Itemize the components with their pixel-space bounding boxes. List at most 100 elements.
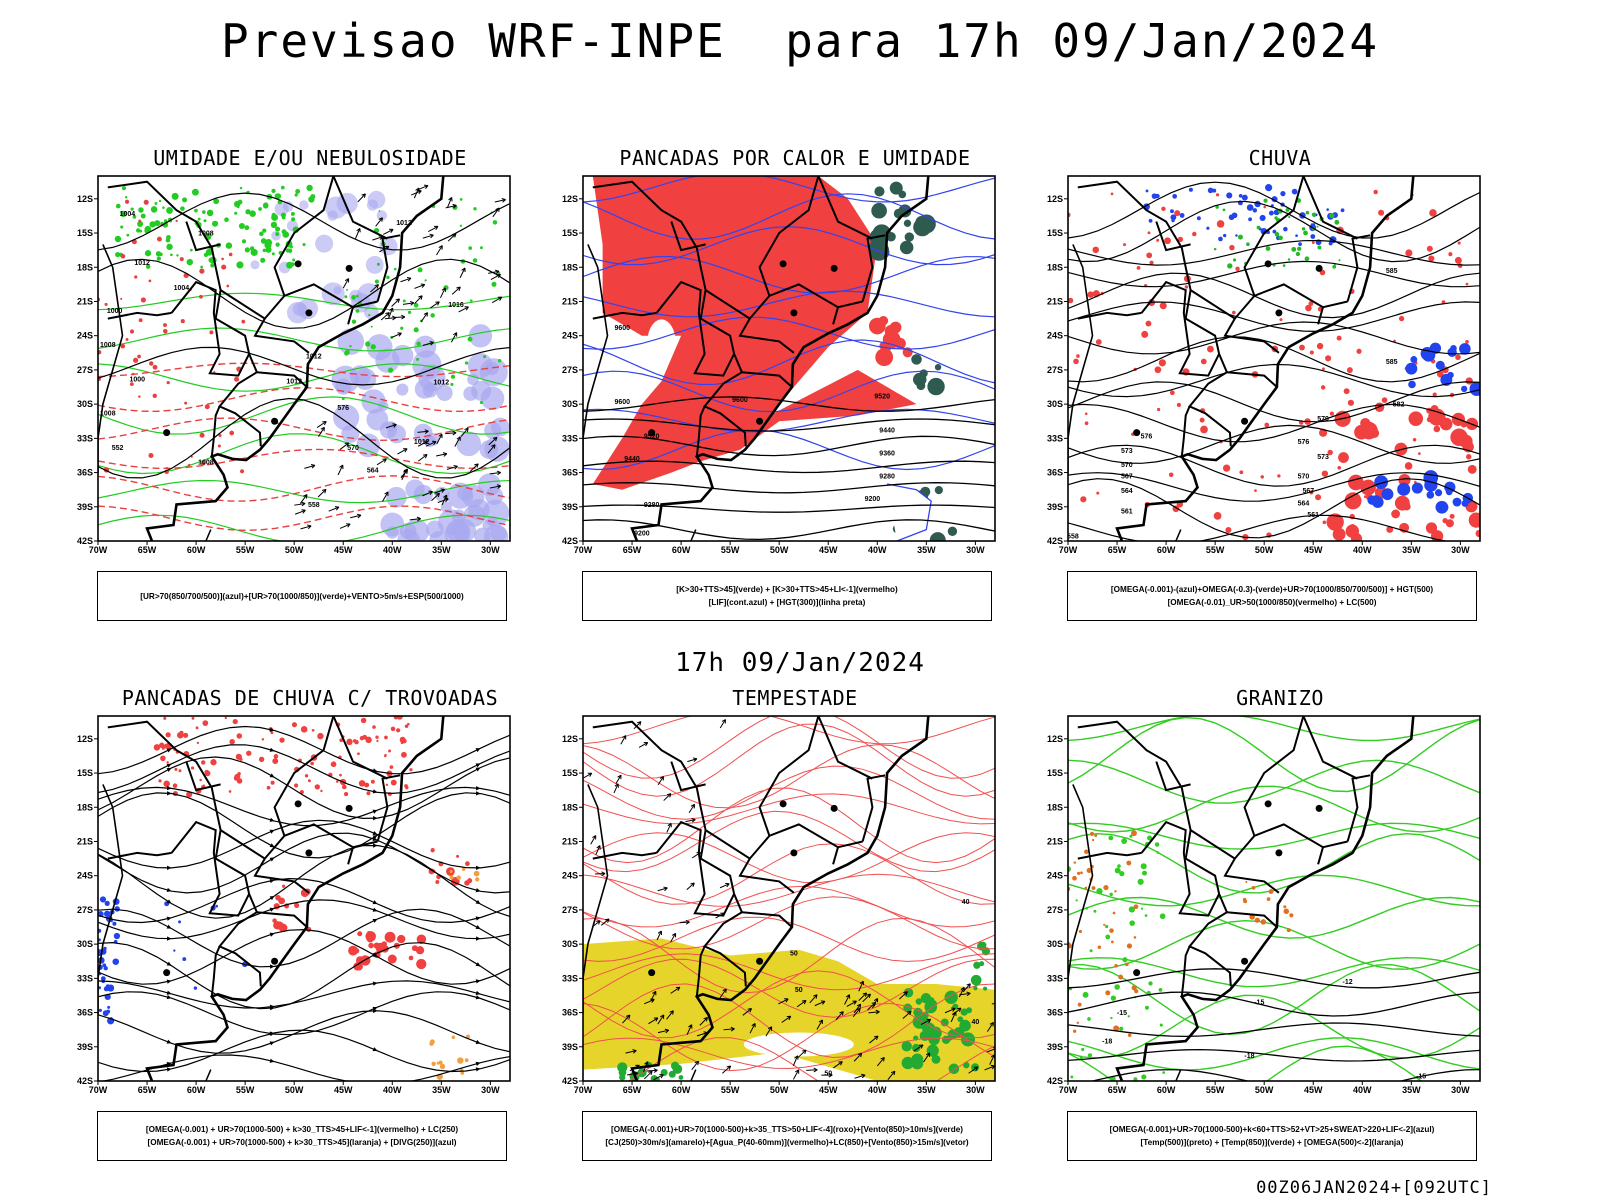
y-tick-label: 21S <box>562 836 578 846</box>
contour-label: 570 <box>1298 473 1310 480</box>
contour-label: 579 <box>1317 416 1329 423</box>
y-tick-label: 42S <box>562 536 578 546</box>
x-tick-label: 65W <box>1108 1085 1127 1095</box>
y-tick-label: 36S <box>1047 468 1063 478</box>
y-tick-label: 12S <box>562 734 578 744</box>
x-tick-label: 45W <box>334 545 353 555</box>
contour-label: 1012 <box>306 354 322 361</box>
contour-label: 567 <box>1121 473 1133 480</box>
x-tick-label: 65W <box>623 545 642 555</box>
y-tick-label: 18S <box>77 262 93 272</box>
y-tick-label: 36S <box>562 1008 578 1018</box>
main-title: Previsao WRF-INPE para 17h 09/Jan/2024 <box>220 14 1380 68</box>
x-tick-label: 40W <box>383 1085 402 1095</box>
map-layer: 9600 9520 9440 9360 9280 9200 9600 9520 9440 9280… <box>583 176 995 541</box>
contour-label: 9200 <box>865 496 881 503</box>
panel-pancadas-calor: PANCADAS POR CALOR E UMIDADE 9600 9520 944… <box>555 146 1035 646</box>
x-tick-label: 55W <box>1206 545 1225 555</box>
y-tick-label: 42S <box>562 1076 578 1086</box>
y-tick-label: 27S <box>1047 365 1063 375</box>
contour-label: -12 <box>1343 979 1353 986</box>
y-tick-label: 15S <box>562 228 578 238</box>
x-tick-label: 65W <box>623 1085 642 1095</box>
x-tick-label: 50W <box>285 1085 304 1095</box>
x-tick-label: 65W <box>138 1085 157 1095</box>
panel-title: TEMPESTADE <box>732 686 858 710</box>
x-tick-label: 45W <box>819 1085 838 1095</box>
map-plot: 70W 65W 60W 55W 50W 45W 40W 35W 30W 12S 15S 18S 21S 2… <box>77 715 511 1095</box>
x-tick-label: 30W <box>966 545 985 555</box>
contour-label: 9520 <box>644 433 660 440</box>
contour-label: 9200 <box>634 530 650 537</box>
panel-granizo: GRANIZO -12 -15 -15 -18 -18 -15 70W 65W 60W 55W 50… <box>1040 686 1520 1186</box>
y-tick-label: 42S <box>77 536 93 546</box>
panel-title: PANCADAS POR CALOR E UMIDADE <box>619 146 971 170</box>
y-tick-label: 18S <box>1047 802 1063 812</box>
x-tick-label: 35W <box>1402 1085 1421 1095</box>
y-tick-label: 15S <box>1047 768 1063 778</box>
legend-line: [LIF](cont.azul) + [HGT(300)](linha pret… <box>708 598 866 607</box>
contour-label: 585 <box>1386 268 1398 275</box>
contour-label: 9440 <box>624 456 640 463</box>
map-layer: 585 585 582 579 576 573 570 567 564 561 558 576 573 5… <box>1068 176 1480 541</box>
x-tick-label: 35W <box>432 1085 451 1095</box>
y-tick-label: 27S <box>77 365 93 375</box>
legend-line: [OMEGA(-0.001)-(azul)+OMEGA(-0.3)-(verde… <box>1110 585 1434 594</box>
legend-line: [UR>70(850/700/500)](azul)+[UR>70(1000/8… <box>140 591 464 601</box>
x-tick-label: 50W <box>770 1085 789 1095</box>
x-tick-label: 40W <box>383 545 402 555</box>
contour-label: 9600 <box>614 325 630 332</box>
contour-label: 564 <box>1121 488 1133 495</box>
y-tick-label: 39S <box>562 502 578 512</box>
x-tick-label: 30W <box>1451 545 1470 555</box>
contour-label: 50 <box>824 1070 832 1077</box>
y-tick-label: 39S <box>77 502 93 512</box>
contour-label: 567 <box>1302 488 1314 495</box>
panel-umidade: UMIDADE E/OU NEBULOSIDADE 1012 1004 1008 10… <box>70 146 550 646</box>
y-tick-label: 12S <box>77 734 93 744</box>
y-tick-label: 27S <box>77 905 93 915</box>
contour-label: 564 <box>367 468 379 475</box>
contour-label: 561 <box>1121 509 1133 516</box>
map-plot: 1012 1004 1008 1012 1004 1000 1016 1008 1012 1012… <box>77 175 511 555</box>
y-tick-label: 30S <box>562 939 578 949</box>
contour-label: 1008 <box>198 230 214 237</box>
map-layer: 50 50 40 50 40 <box>583 716 995 1081</box>
contour-label: 573 <box>1121 448 1133 455</box>
map-layer: 1012 1004 1008 1012 1004 1000 1016 1008 1012 1012… <box>98 176 510 541</box>
x-tick-label: 55W <box>1206 1085 1225 1095</box>
y-tick-label: 12S <box>1047 734 1063 744</box>
y-tick-label: 21S <box>562 296 578 306</box>
x-tick-label: 65W <box>138 545 157 555</box>
y-tick-label: 36S <box>77 468 93 478</box>
x-tick-label: 45W <box>1304 545 1323 555</box>
x-tick-label: 30W <box>481 545 500 555</box>
y-tick-label: 18S <box>1047 262 1063 272</box>
y-tick-label: 12S <box>562 194 578 204</box>
legend-box: [UR>70(850/700/500)](azul)+[UR>70(1000/8… <box>97 571 507 621</box>
y-tick-label: 27S <box>562 905 578 915</box>
y-tick-label: 33S <box>562 973 578 983</box>
contour-label: 1012 <box>434 380 450 387</box>
legend-line: [K>30+TTS>45](verde) + [K>30+TTS>45+LI<-… <box>676 585 898 594</box>
contour-label: 1008 <box>100 342 116 349</box>
x-tick-label: 60W <box>672 1085 691 1095</box>
x-tick-label: 35W <box>917 1085 936 1095</box>
contour-label: 9520 <box>874 393 890 400</box>
x-tick-label: 30W <box>481 1085 500 1095</box>
contour-label: 1000 <box>107 308 123 315</box>
contour-label: 576 <box>1298 439 1310 446</box>
y-tick-label: 39S <box>1047 1042 1063 1052</box>
y-tick-label: 33S <box>77 433 93 443</box>
map-layer: -12 -15 -15 -18 -18 -15 <box>1068 716 1480 1081</box>
y-tick-label: 18S <box>562 262 578 272</box>
legend-line: [OMEGA(-0.001)+UR>70(1000-500)+k>35_TTS>… <box>611 1125 963 1134</box>
contour-label: -15 <box>1416 1074 1426 1081</box>
x-tick-label: 60W <box>1157 1085 1176 1095</box>
legend-line: [OMEGA(-0.01)_UR>50(1000/850)(vermelho) … <box>1167 598 1377 607</box>
mid-date-label: 17h 09/Jan/2024 <box>675 648 925 678</box>
y-tick-label: 33S <box>1047 433 1063 443</box>
map-plot: 50 50 40 50 40 70W 65W 60W 55W 50W 45W 40W 35W 30W 12S… <box>562 715 996 1095</box>
y-tick-label: 39S <box>562 1042 578 1052</box>
contour-label: 558 <box>308 502 320 509</box>
